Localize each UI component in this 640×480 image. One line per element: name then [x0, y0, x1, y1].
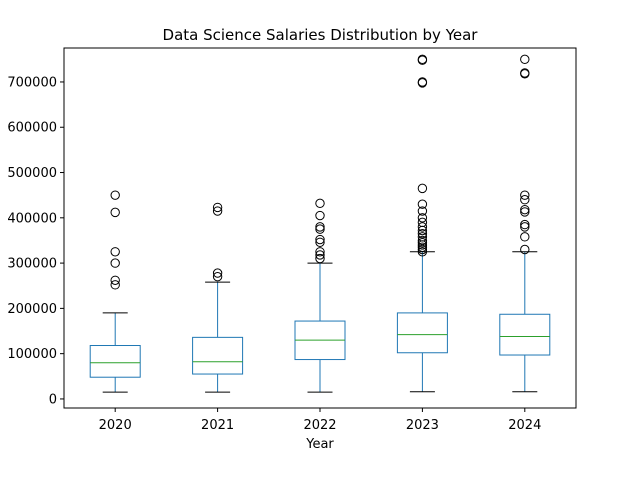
outlier-point	[417, 228, 428, 239]
x-axis: 2020 2021 2022 2023 2024	[99, 408, 541, 433]
y-tick-label: 200000	[7, 302, 57, 317]
outlier-point	[315, 224, 325, 234]
x-tick-label: 2020	[99, 418, 132, 433]
x-tick-label: 2021	[201, 418, 234, 433]
box-group-2021	[192, 202, 244, 393]
outlier-point	[520, 232, 530, 242]
x-tick-label: 2022	[303, 418, 336, 433]
iqr-box	[192, 336, 244, 375]
y-tick-label: 600000	[7, 121, 57, 136]
outlier-point	[212, 271, 223, 282]
outlier-point	[520, 190, 530, 200]
box-group-2023	[396, 54, 448, 393]
plot-area-frame	[63, 47, 577, 409]
outlier-point	[110, 207, 120, 218]
outlier-point	[520, 207, 530, 217]
outlier-point	[315, 247, 325, 257]
outlier-point	[417, 225, 428, 236]
outlier-point	[417, 242, 428, 252]
x-tick-label: 2023	[406, 418, 439, 433]
outlier-point	[212, 202, 223, 213]
outlier-point	[212, 206, 223, 216]
box-group-2022	[294, 198, 346, 393]
iqr-box	[89, 345, 141, 378]
outlier-point	[315, 250, 325, 260]
y-tick-label: 400000	[7, 211, 57, 226]
outlier-point	[315, 253, 325, 264]
outlier-point	[417, 78, 428, 88]
x-tick-label: 2024	[508, 418, 541, 433]
outlier-point	[110, 258, 120, 268]
outlier-point	[417, 247, 428, 257]
box-group-2020	[89, 190, 141, 393]
chart-marks	[89, 54, 551, 393]
outlier-point	[110, 190, 120, 200]
outlier-point	[315, 234, 325, 245]
outlier-point	[520, 222, 530, 232]
y-tick-label: 300000	[7, 257, 57, 272]
outlier-point	[315, 198, 325, 209]
x-axis-label: Year	[305, 437, 334, 452]
outlier-point	[520, 69, 530, 79]
outlier-point	[417, 244, 428, 255]
y-tick-label: 700000	[7, 75, 57, 90]
outlier-point	[417, 199, 428, 209]
y-tick-label: 500000	[7, 166, 57, 181]
outlier-point	[520, 219, 530, 230]
outlier-point	[417, 238, 428, 248]
outlier-point	[110, 280, 120, 290]
y-tick-label: 0	[49, 392, 57, 407]
outlier-point	[212, 268, 223, 278]
outlier-point	[520, 194, 530, 205]
outlier-point	[417, 222, 428, 232]
box-group-2024	[499, 54, 551, 393]
outlier-point	[110, 247, 120, 257]
outlier-point	[417, 240, 428, 250]
outlier-point	[315, 237, 325, 247]
outlier-point	[520, 244, 530, 255]
iqr-box	[396, 312, 448, 354]
outlier-point	[315, 210, 325, 221]
iqr-box	[499, 313, 551, 356]
outlier-point	[417, 183, 428, 194]
chart-title: Data Science Salaries Distribution by Ye…	[163, 26, 479, 44]
outlier-point	[417, 213, 428, 223]
outlier-point	[417, 206, 428, 216]
y-axis: 0 100000 200000 300000 400000 500000 600000 700…	[7, 75, 64, 407]
outlier-point	[417, 55, 428, 65]
outlier-point	[417, 235, 428, 246]
outlier-point	[520, 54, 530, 65]
outlier-point	[315, 222, 325, 232]
outlier-point	[110, 275, 120, 286]
outlier-point	[520, 204, 530, 215]
y-tick-label: 100000	[7, 347, 57, 362]
